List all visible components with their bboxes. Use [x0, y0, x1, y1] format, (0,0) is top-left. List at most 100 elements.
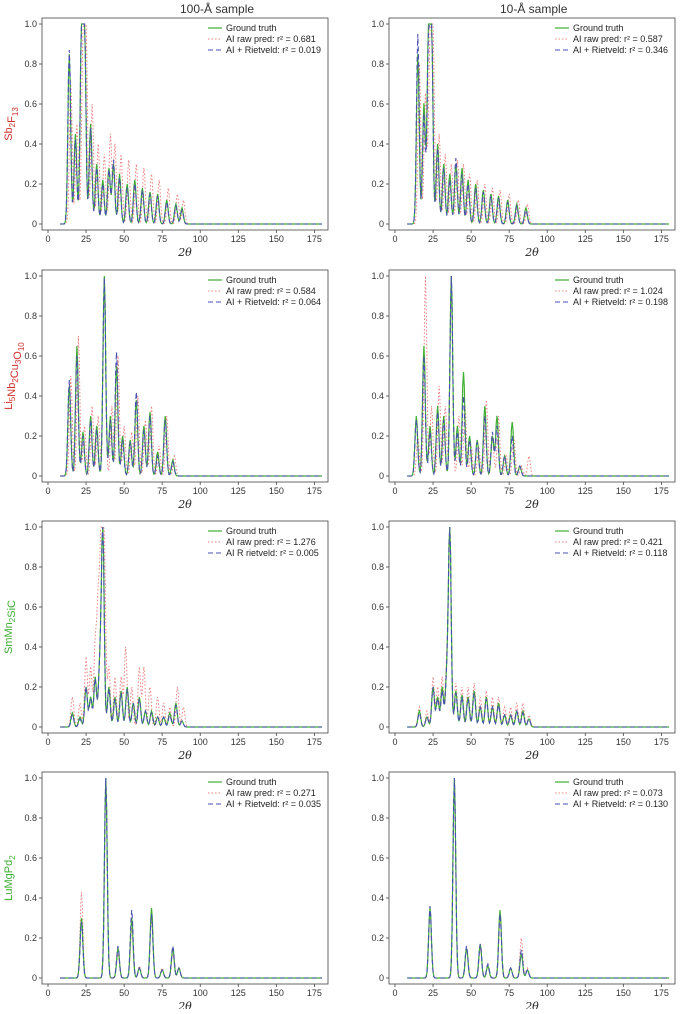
- y-tick-label: 1.0: [371, 522, 384, 532]
- x-tick-label: 150: [269, 988, 284, 998]
- legend-entry: AI + Rietveld: r² = 0.035: [226, 799, 321, 809]
- x-tick-label: 175: [654, 737, 669, 747]
- y-tick-label: 0.2: [24, 933, 37, 943]
- x-tick-label: 125: [231, 988, 246, 998]
- column-title-10: 10-Å sample: [500, 2, 568, 16]
- x-tick-label: 0: [45, 737, 50, 747]
- x-tick-label: 150: [269, 234, 284, 244]
- y-tick-label: 0.8: [24, 813, 37, 823]
- y-tick-label: 0.6: [24, 853, 37, 863]
- legend-entry: AI + Rietveld: r² = 0.064: [226, 297, 321, 307]
- y-tick-label: 1.0: [24, 19, 37, 29]
- legend-entry: AI raw pred: r² = 0.073: [573, 788, 663, 798]
- y-tick-label: 0.4: [371, 642, 384, 652]
- y-tick-label: 0: [379, 973, 384, 983]
- legend-entry: Ground truth: [573, 275, 624, 285]
- plot-frame: [41, 17, 329, 231]
- x-axis-label: 2θ: [177, 246, 192, 259]
- x-tick-label: 100: [193, 486, 208, 496]
- x-tick-label: 150: [616, 234, 631, 244]
- series-line: [60, 285, 322, 477]
- y-tick-label: 0.2: [371, 179, 384, 189]
- series-line: [407, 275, 669, 477]
- y-tick-label: 0.6: [24, 602, 37, 612]
- x-tick-label: 100: [540, 234, 555, 244]
- y-tick-label: 0.6: [371, 351, 384, 361]
- x-axis-label: 2θ: [177, 1000, 192, 1009]
- y-tick-label: 0.2: [371, 933, 384, 943]
- chart-panel: 0 25 50 75 100 125 150 175 0 0.2 0.4 0.6 0.8 1.0 2θ LuM…: [3, 771, 329, 1013]
- y-tick-label: 0: [32, 471, 37, 481]
- y-tick-label: 0.4: [371, 391, 384, 401]
- legend-entry: Ground truth: [573, 526, 624, 536]
- x-tick-label: 100: [193, 988, 208, 998]
- x-tick-label: 75: [504, 737, 514, 747]
- y-tick-label: 1.0: [24, 271, 37, 281]
- x-tick-label: 25: [81, 486, 91, 496]
- x-tick-label: 0: [392, 486, 397, 496]
- series-line: [60, 777, 322, 979]
- series-line: [60, 23, 322, 225]
- y-tick-label: 0.8: [24, 562, 37, 572]
- x-tick-label: 125: [578, 988, 593, 998]
- y-tick-label: 0: [379, 722, 384, 732]
- chart-panel: 0 25 50 75 100 125 150 175 0 0.2 0.4 0.6 0.8 1.0 2θ Gro…: [371, 771, 676, 1013]
- x-tick-label: 175: [307, 234, 322, 244]
- legend-entry: Ground truth: [226, 526, 277, 536]
- x-tick-label: 50: [466, 988, 476, 998]
- x-tick-label: 125: [578, 737, 593, 747]
- legend-entry: AI + Rietveld: r² = 0.198: [573, 297, 668, 307]
- x-tick-label: 150: [269, 486, 284, 496]
- x-tick-label: 175: [307, 988, 322, 998]
- x-axis-label: 2θ: [177, 498, 192, 511]
- legend-entry: AI + Rietveld: r² = 0.019: [226, 45, 321, 55]
- y-tick-label: 0.2: [24, 179, 37, 189]
- legend-entry: Ground truth: [226, 23, 277, 33]
- legend-entry: Ground truth: [573, 777, 624, 787]
- x-tick-label: 125: [231, 234, 246, 244]
- y-tick-label: 0.8: [24, 59, 37, 69]
- plot-frame: [388, 520, 676, 734]
- series-line: [60, 787, 322, 979]
- x-tick-label: 0: [392, 234, 397, 244]
- chart-panel: 0 25 50 75 100 125 150 175 0 0.2 0.4 0.6 0.8 1.0 2θ SmM…: [3, 520, 329, 762]
- legend-entry: Ground truth: [226, 275, 277, 285]
- legend-entry: Ground truth: [226, 777, 277, 787]
- series-line: [407, 23, 669, 225]
- y-tick-label: 0.4: [371, 893, 384, 903]
- column-title-100: 100-Å sample: [180, 2, 255, 16]
- x-tick-label: 75: [157, 988, 167, 998]
- y-tick-label: 0: [379, 471, 384, 481]
- y-tick-label: 0.2: [24, 682, 37, 692]
- y-tick-label: 0.6: [24, 351, 37, 361]
- x-tick-label: 175: [654, 486, 669, 496]
- y-tick-label: 0.4: [24, 139, 37, 149]
- x-tick-label: 150: [616, 737, 631, 747]
- x-tick-label: 0: [45, 988, 50, 998]
- x-tick-label: 100: [540, 988, 555, 998]
- legend-entry: AI raw pred: r² = 0.587: [573, 34, 663, 44]
- y-tick-label: 0.8: [24, 311, 37, 321]
- x-tick-label: 50: [466, 234, 476, 244]
- x-tick-label: 50: [466, 486, 476, 496]
- x-tick-label: 50: [119, 234, 129, 244]
- x-tick-label: 100: [540, 486, 555, 496]
- y-tick-label: 0.4: [24, 642, 37, 652]
- y-tick-label: 0: [379, 219, 384, 229]
- x-tick-label: 0: [392, 988, 397, 998]
- x-tick-label: 150: [616, 988, 631, 998]
- y-tick-label: 0.6: [371, 602, 384, 612]
- chart-panel: 0 25 50 75 100 125 150 175 0 0.2 0.4 0.6 0.8 1.0 2θ Sb2…: [3, 17, 329, 259]
- x-tick-label: 75: [504, 486, 514, 496]
- y-tick-label: 1.0: [371, 773, 384, 783]
- x-axis-label: 2θ: [177, 749, 192, 762]
- series-line: [60, 526, 322, 728]
- x-tick-label: 50: [466, 737, 476, 747]
- x-tick-label: 25: [81, 737, 91, 747]
- y-tick-label: 0.8: [371, 813, 384, 823]
- y-tick-label: 0: [32, 722, 37, 732]
- series-line: [60, 526, 322, 728]
- x-tick-label: 100: [193, 737, 208, 747]
- x-tick-label: 75: [157, 486, 167, 496]
